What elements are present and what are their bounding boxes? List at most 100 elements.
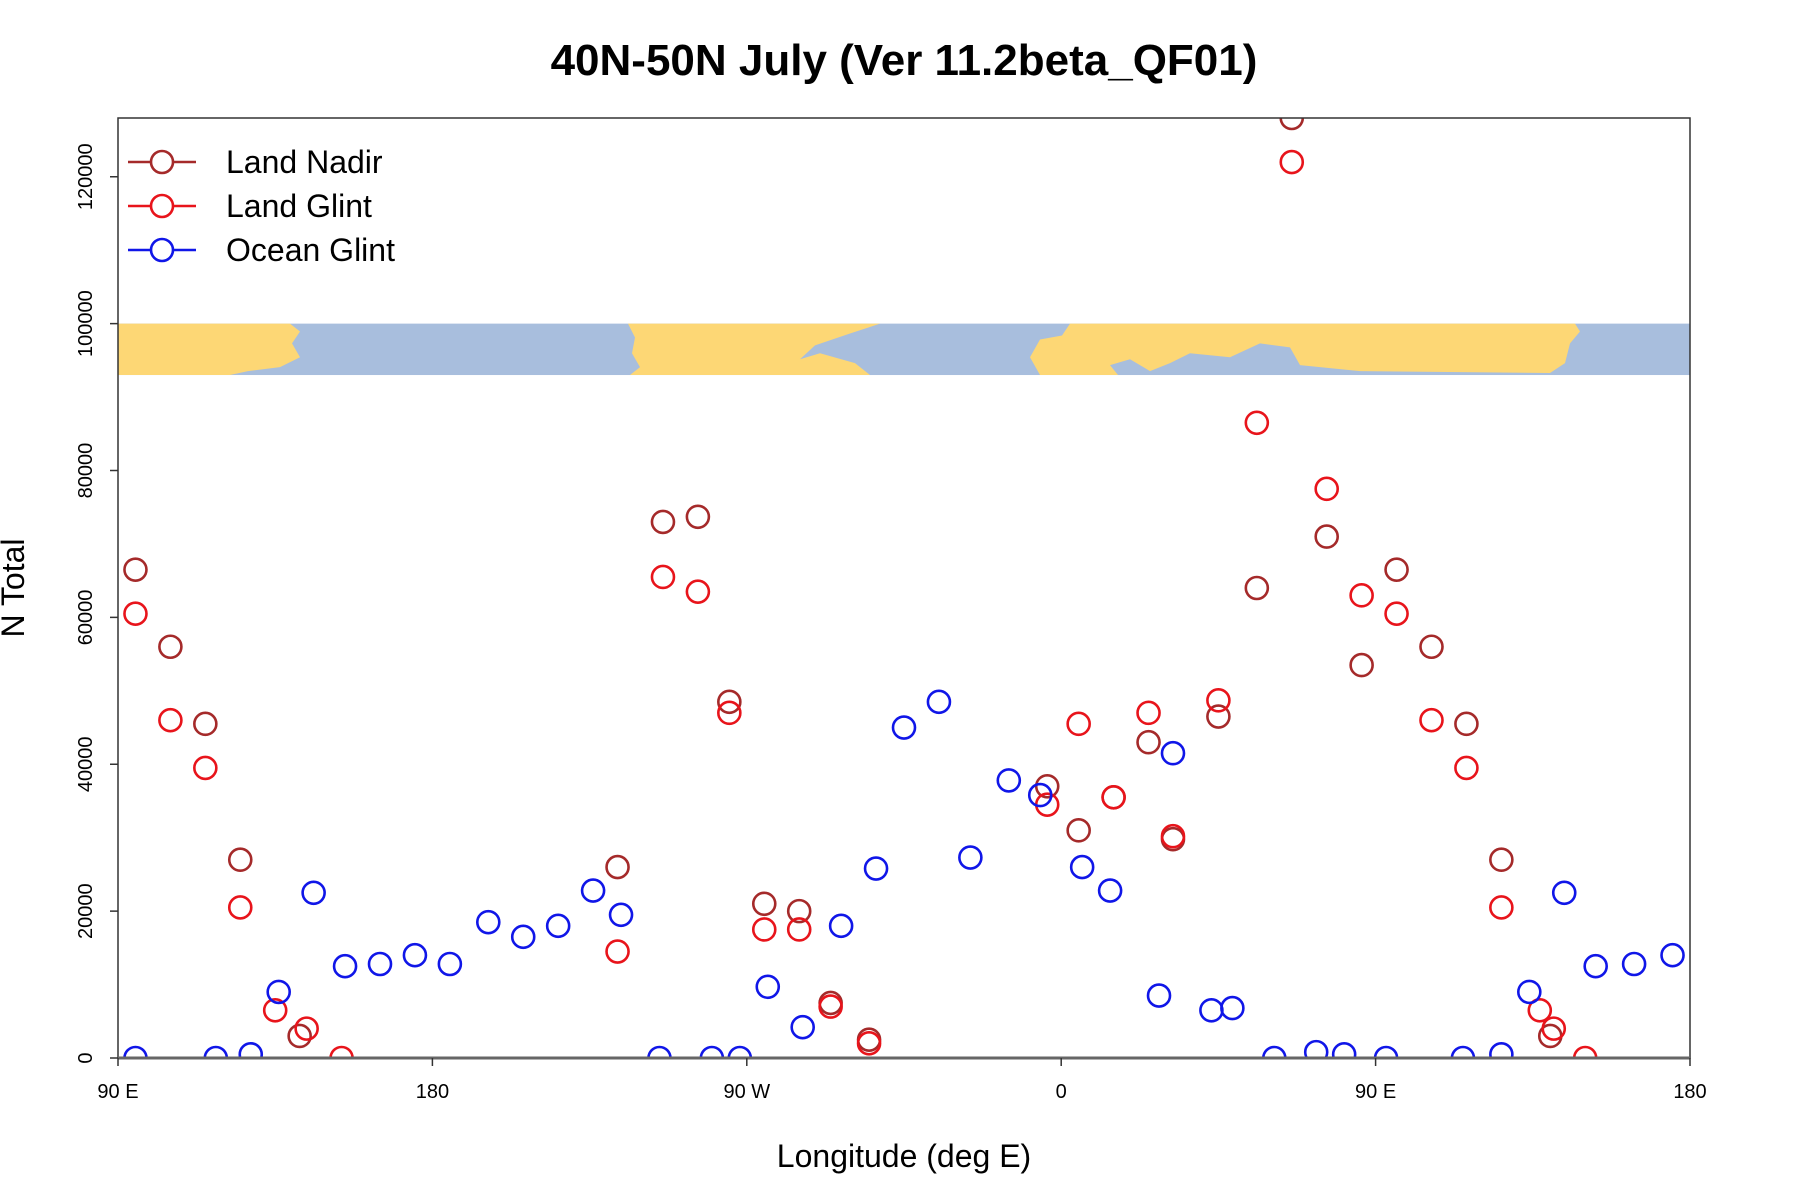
point-ocean-glint-31 [1220,995,1245,1021]
point-ocean-glint-11 [545,913,571,939]
point-ocean-glint-15 [699,1045,725,1058]
point-ocean-glint-28 [1146,983,1172,1008]
legend-item-land-nadir: Land Nadir [128,144,383,180]
series-land-glint [123,149,1598,1058]
point-land-nadir-3 [227,847,253,873]
point-land-glint-13 [818,994,843,1019]
point-land-glint-18 [1136,700,1161,726]
point-land-glint-24 [1349,583,1374,608]
y-tick-label: 60000 [75,590,97,646]
point-land-nadir-0 [123,557,148,582]
point-ocean-glint-21 [891,715,917,740]
point-land-glint-6 [329,1045,354,1058]
point-land-nadir-18 [1206,704,1231,729]
point-land-nadir-6 [650,509,676,535]
point-ocean-glint-34 [1331,1042,1357,1058]
point-land-glint-0 [123,601,148,627]
point-land-glint-17 [1101,784,1126,810]
point-land-nadir-22 [1349,652,1374,678]
legend-marker [149,193,175,219]
point-land-glint-25 [1384,601,1409,627]
point-ocean-glint-38 [1517,979,1542,1005]
point-ocean-glint-8 [437,951,463,977]
data-points [123,118,1685,1058]
legend-label: Land Nadir [226,144,383,180]
point-land-glint-3 [227,895,253,920]
map-land-1 [628,323,880,376]
point-land-glint-14 [856,1031,882,1056]
point-ocean-glint-37 [1489,1042,1514,1058]
point-land-nadir-26 [1489,847,1514,873]
series-ocean-glint [123,689,1685,1058]
point-ocean-glint-25 [1027,782,1053,808]
point-land-glint-31 [1572,1045,1598,1058]
point-ocean-glint-3 [266,979,291,1005]
point-ocean-glint-5 [332,953,358,979]
chart-title: 40N-50N July (Ver 11.2beta_QF01) [551,36,1258,85]
point-ocean-glint-27 [1097,878,1123,903]
point-land-glint-12 [786,917,812,942]
point-land-nadir-10 [786,898,812,924]
point-ocean-glint-29 [1160,740,1186,766]
point-ocean-glint-12 [580,878,606,903]
point-ocean-glint-36 [1450,1045,1476,1058]
point-land-glint-9 [685,579,711,604]
point-land-glint-1 [158,707,183,733]
legend-item-ocean-glint: Ocean Glint [128,232,395,268]
point-ocean-glint-1 [203,1045,229,1058]
point-land-nadir-25 [1454,711,1479,737]
point-land-glint-26 [1419,707,1444,733]
point-land-glint-16 [1066,711,1091,737]
y-tick-label: 0 [75,1052,97,1063]
x-tick-label: 180 [416,1081,449,1103]
legend-label: Ocean Glint [226,232,395,268]
legend-item-land-glint: Land Glint [128,188,372,224]
x-tick-label: 90 E [97,1081,138,1103]
point-land-glint-27 [1454,755,1479,781]
point-land-glint-30 [1541,1016,1567,1041]
point-ocean-glint-14 [647,1045,672,1058]
y-tick-label: 40000 [75,736,97,792]
point-land-glint-20 [1206,688,1231,713]
point-ocean-glint-32 [1261,1045,1287,1058]
point-land-nadir-1 [158,634,183,660]
point-ocean-glint-41 [1621,951,1647,977]
point-ocean-glint-13 [608,902,634,928]
x-tick-label: 0 [1056,1081,1067,1103]
point-ocean-glint-20 [863,856,889,881]
point-ocean-glint-10 [510,924,536,950]
legend: Land Nadir Land Glint Ocean Glint [128,144,395,268]
point-land-glint-29 [1527,997,1553,1023]
point-ocean-glint-0 [123,1045,148,1058]
point-ocean-glint-22 [926,689,952,715]
y-axis: 0 20000 40000 60000 80000 100000 120000 [75,143,118,1064]
point-land-glint-11 [751,917,777,942]
point-land-nadir-20 [1279,118,1305,131]
point-ocean-glint-39 [1551,880,1577,906]
y-tick-label: 80000 [75,443,97,499]
point-ocean-glint-30 [1199,997,1224,1023]
point-ocean-glint-4 [301,880,326,906]
y-tick-label: 20000 [75,883,97,939]
y-axis-label: N Total [0,538,31,637]
point-land-nadir-9 [751,891,777,917]
point-ocean-glint-18 [790,1014,815,1040]
map-land-2 [1030,323,1580,376]
legend-label: Land Glint [226,188,372,224]
point-land-nadir-23 [1384,557,1409,582]
point-ocean-glint-2 [238,1042,264,1058]
point-ocean-glint-40 [1583,953,1608,979]
point-land-glint-5 [294,1016,319,1041]
y-tick-label: 100000 [75,290,97,357]
point-ocean-glint-6 [367,951,393,977]
point-land-glint-28 [1489,895,1514,920]
point-land-glint-19 [1160,823,1186,849]
point-land-nadir-7 [685,504,711,530]
point-land-nadir-14 [1066,818,1091,843]
point-ocean-glint-9 [475,909,501,935]
x-tick-label: 90 W [723,1081,770,1103]
point-land-glint-23 [1314,476,1339,502]
point-ocean-glint-7 [402,942,428,968]
point-land-nadir-2 [193,711,218,737]
